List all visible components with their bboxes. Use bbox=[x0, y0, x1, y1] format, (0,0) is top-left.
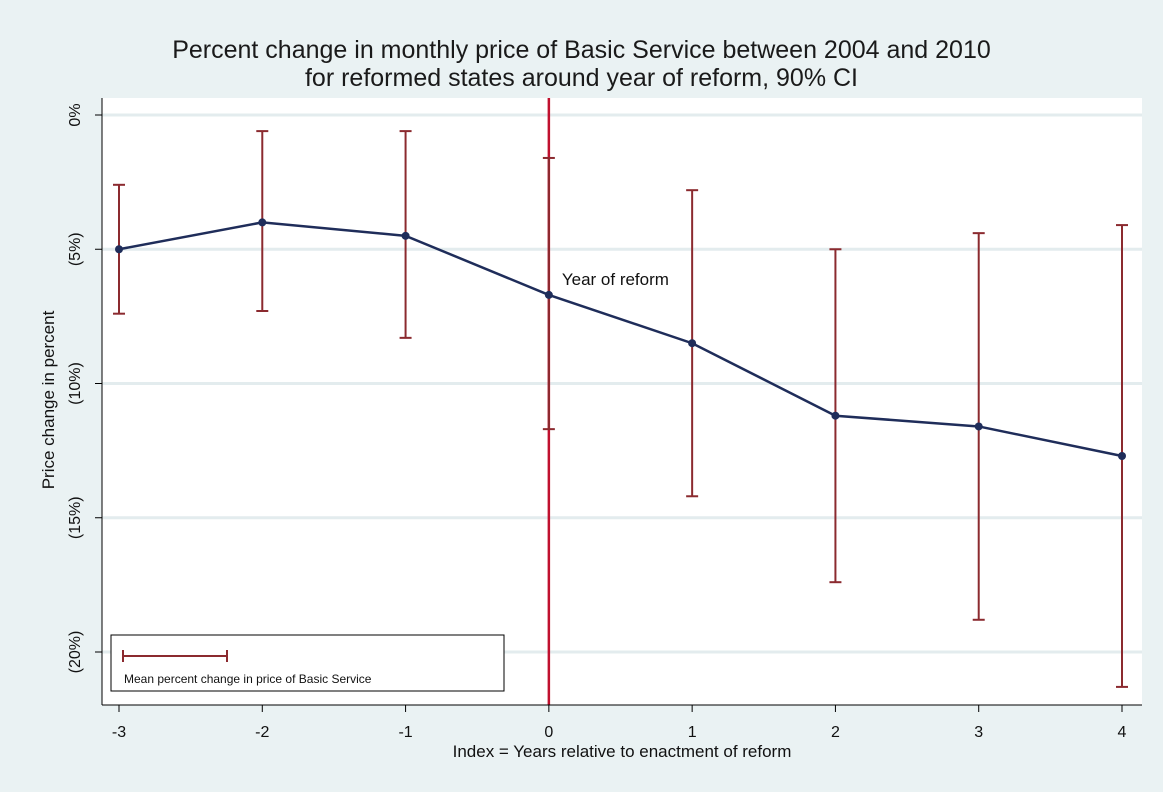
chart-title: Percent change in monthly price of Basic… bbox=[172, 36, 991, 64]
x-tick-label: -3 bbox=[112, 724, 126, 741]
data-point bbox=[115, 245, 123, 254]
y-tick-label: (10%) bbox=[67, 362, 84, 405]
x-tick-label: 2 bbox=[831, 724, 840, 741]
reform-annotation: Year of reform bbox=[562, 270, 669, 289]
data-point bbox=[688, 339, 697, 348]
x-tick-label: -2 bbox=[255, 724, 269, 741]
x-tick-label: 1 bbox=[688, 724, 697, 741]
data-point bbox=[974, 422, 983, 431]
y-axis-ticks: 0% (5%) (10%) (15%) (20%) bbox=[67, 103, 102, 673]
plot-area bbox=[102, 98, 1142, 705]
x-tick-label: -1 bbox=[398, 724, 412, 741]
data-point bbox=[258, 218, 267, 227]
y-tick-label: (20%) bbox=[67, 631, 84, 674]
y-tick-label: (5%) bbox=[67, 232, 84, 266]
legend-box bbox=[110, 634, 505, 692]
x-tick-label: 4 bbox=[1118, 724, 1127, 741]
chart-subtitle: for reformed states around year of refor… bbox=[304, 64, 858, 92]
x-axis-ticks: -3 -2 -1 0 1 2 3 4 bbox=[112, 705, 1127, 741]
x-tick-label: 3 bbox=[974, 724, 983, 741]
data-point bbox=[544, 290, 553, 299]
data-point bbox=[401, 231, 410, 240]
y-axis-title: Price change in percent bbox=[39, 310, 58, 489]
x-tick-label: 0 bbox=[544, 724, 553, 741]
x-axis-title: Index = Years relative to enactment of r… bbox=[453, 742, 792, 761]
data-point bbox=[1118, 451, 1126, 460]
series-line bbox=[118, 221, 1123, 458]
legend-label: Mean percent change in price of Basic Se… bbox=[124, 672, 372, 686]
y-tick-label: (15%) bbox=[67, 496, 84, 539]
legend: Mean percent change in price of Basic Se… bbox=[110, 634, 505, 692]
y-tick-label: 0% bbox=[67, 103, 84, 126]
data-points bbox=[115, 218, 1126, 460]
data-point bbox=[831, 411, 840, 420]
